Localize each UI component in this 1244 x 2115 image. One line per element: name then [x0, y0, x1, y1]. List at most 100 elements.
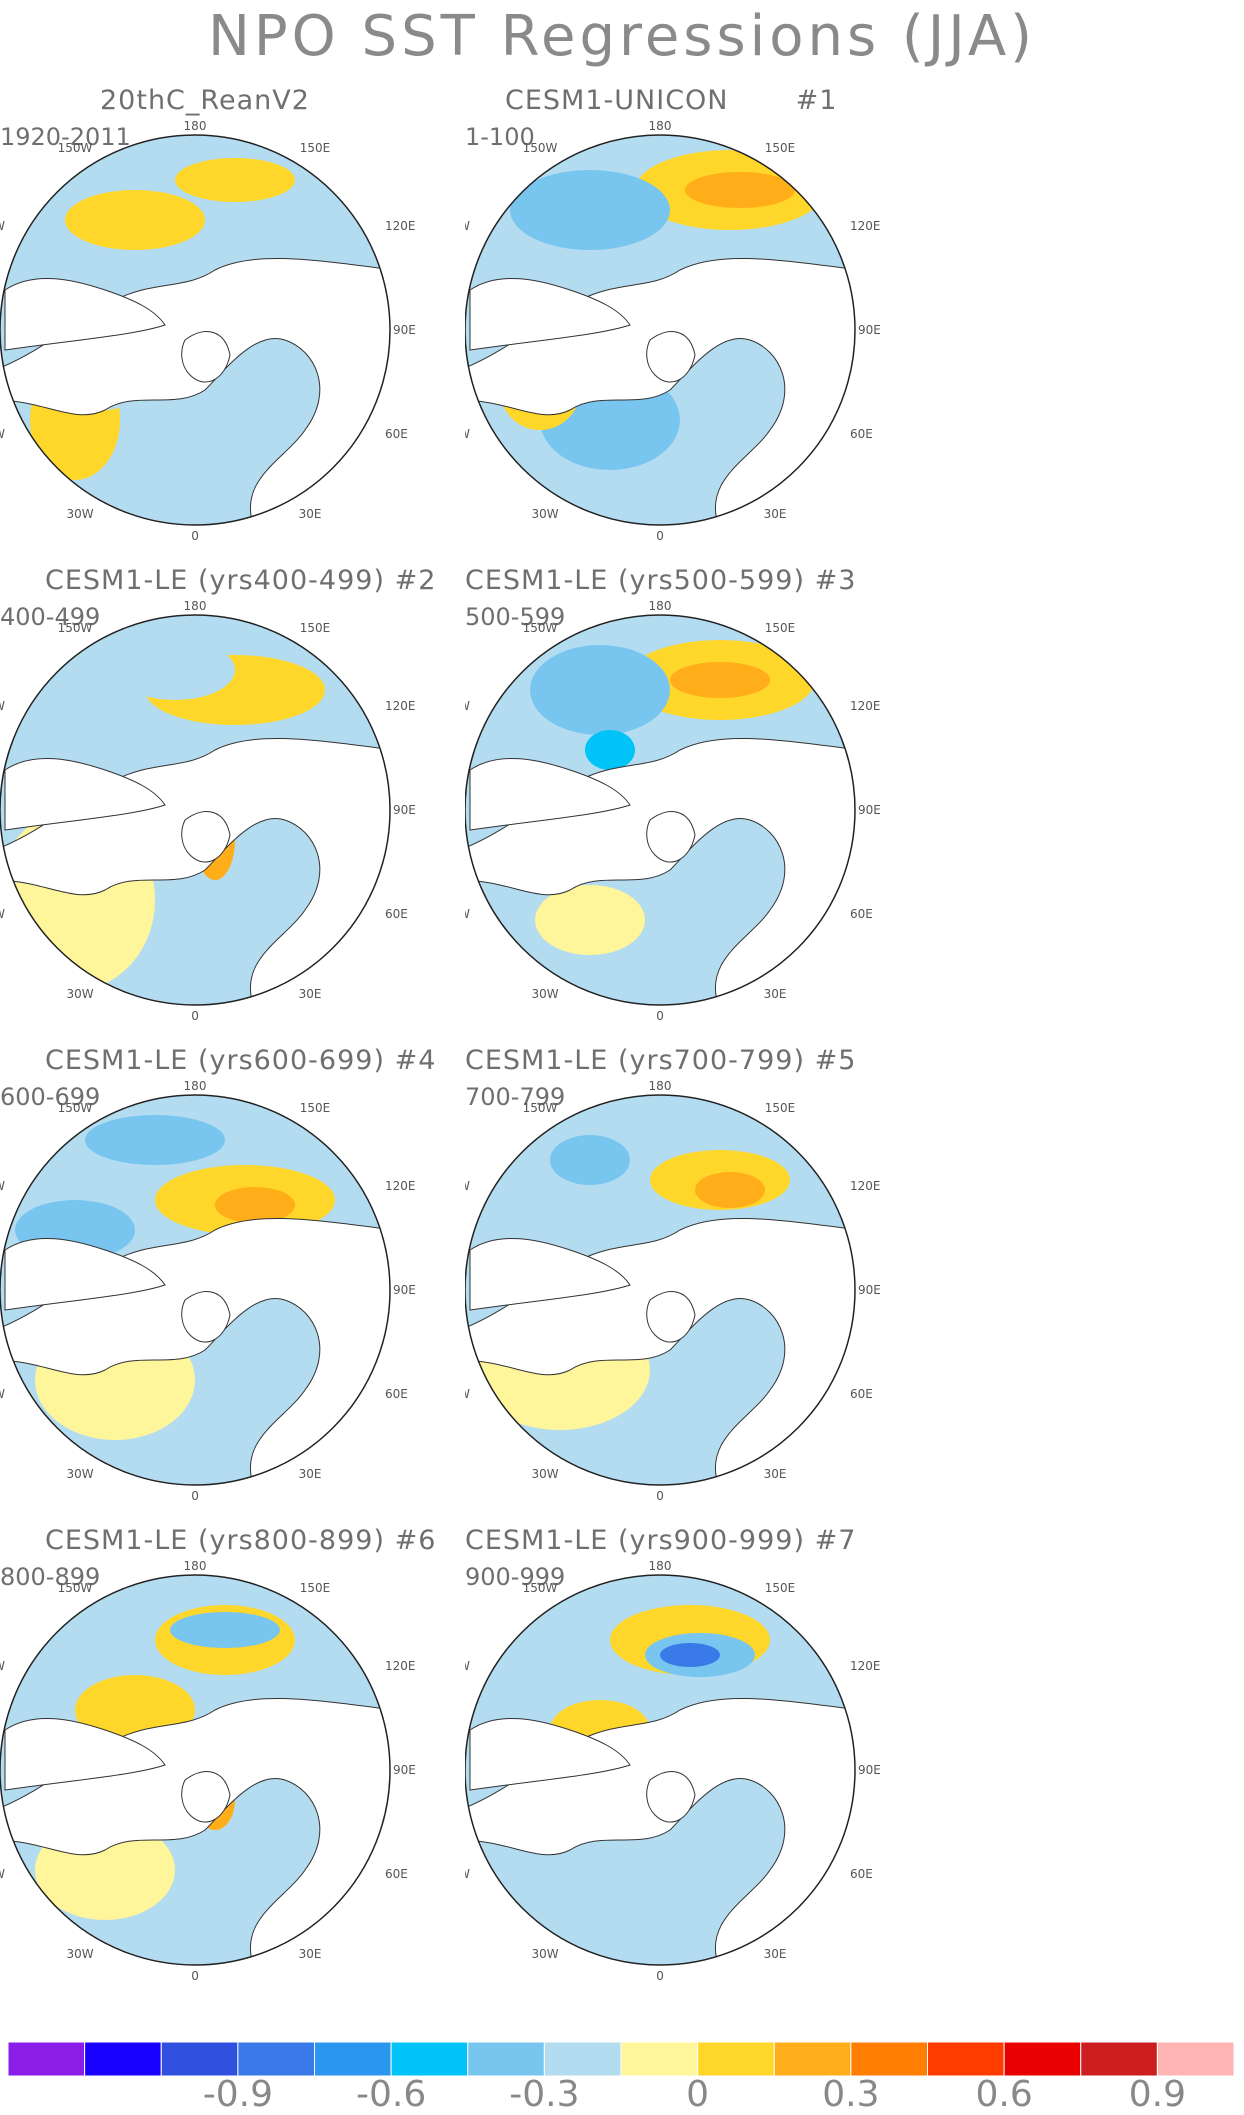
longitude-label: 30E: [764, 507, 787, 521]
polar-map: 180150W150E120W120E90W90E60W60E30W30E0: [465, 1559, 881, 1983]
map-panel: CESM1-LE (yrs500-599) #3 500-599 180 150W 15…: [465, 565, 925, 1023]
sst-anomaly-region: [550, 1135, 630, 1185]
longitude-label: 90E: [393, 1283, 416, 1297]
longitude-label: 60W: [0, 1867, 5, 1881]
panel-period: 500-599: [465, 603, 566, 631]
land-mass: [4, 758, 166, 831]
map-boundary: [465, 1574, 856, 1966]
land-mass: [469, 278, 631, 351]
colorbar-label: 0: [686, 2074, 710, 2115]
longitude-label: 30E: [299, 507, 322, 521]
longitude-label: 90E: [858, 1283, 881, 1297]
longitude-label: 150E: [765, 1581, 796, 1595]
longitude-label: 30E: [764, 1947, 787, 1961]
panel-number: #1: [728, 85, 838, 116]
longitude-label: 60E: [385, 907, 408, 921]
panel-title: CESM1-LE (yrs400-499) #2: [45, 565, 505, 596]
panel-title-text: CESM1-LE (yrs400-499): [45, 565, 385, 596]
land-mass: [646, 331, 696, 383]
colorbar-swatch: [1080, 2042, 1158, 2076]
longitude-label: 150W: [523, 1101, 558, 1115]
colorbar-label: -0.6: [356, 2074, 427, 2115]
longitude-label: 30W: [531, 1467, 558, 1481]
longitude-label: 0: [191, 1489, 199, 1503]
land-mass: [181, 811, 231, 863]
longitude-label: 120W: [0, 699, 5, 713]
longitude-label: 150W: [523, 1581, 558, 1595]
panel-title-text: CESM1-LE (yrs700-799): [465, 1045, 805, 1076]
sst-anomaly-region: [510, 170, 670, 250]
longitude-label: 150W: [58, 621, 93, 635]
longitude-label: 60W: [465, 907, 470, 921]
longitude-label: 60E: [850, 907, 873, 921]
longitude-label: 30W: [531, 1947, 558, 1961]
longitude-label: 90E: [393, 1763, 416, 1777]
panel-title: 20thC_ReanV2: [100, 85, 560, 116]
map-boundary: [465, 134, 856, 526]
longitude-label: 60W: [0, 1387, 5, 1401]
colorbar-swatch: [8, 2042, 86, 2076]
longitude-label: 0: [191, 529, 199, 543]
longitude-label: 60W: [465, 1387, 470, 1401]
longitude-label: 120W: [465, 219, 470, 233]
longitude-label: 60W: [465, 1867, 470, 1881]
panel-number: #7: [804, 1525, 857, 1556]
map-boundary: [0, 614, 391, 1006]
longitude-label: 30W: [531, 507, 558, 521]
longitude-label: 30E: [299, 1947, 322, 1961]
colorbar-swatch: [390, 2042, 469, 2076]
longitude-label: 0: [656, 529, 664, 543]
panel-title-text: CESM1-LE (yrs600-699): [45, 1045, 385, 1076]
polar-map: 180150W150E120W120E90W90E60W60E30W30E0: [0, 1079, 416, 1503]
panel-period: 700-799: [465, 1083, 566, 1111]
panel-title: CESM1-LE (yrs800-899) #6: [45, 1525, 505, 1556]
longitude-label: 120W: [0, 1659, 5, 1673]
panel-title-text: CESM1-LE (yrs900-999): [465, 1525, 805, 1556]
colorbar-swatch: [620, 2042, 699, 2076]
map-boundary: [465, 1094, 856, 1486]
panel-period: 400-499: [0, 603, 101, 631]
colorbar-label: -0.3: [509, 2074, 580, 2115]
panel-period: 800-899: [0, 1563, 101, 1591]
longitude-label: 180: [184, 1079, 207, 1093]
longitude-label: 120E: [850, 1659, 881, 1673]
longitude-label: 120E: [385, 699, 416, 713]
longitude-label: 0: [656, 1489, 664, 1503]
longitude-label: 30W: [531, 987, 558, 1001]
longitude-label: 150W: [523, 621, 558, 635]
panel-title-text: 20thC_ReanV2: [100, 85, 310, 116]
longitude-label: 30E: [299, 987, 322, 1001]
sst-anomaly-region: [585, 730, 635, 770]
longitude-label: 150E: [300, 621, 331, 635]
map-panel: 20thC_ReanV2 1920-2011 180 150W 150E 120W 120E…: [0, 85, 460, 543]
longitude-label: 150W: [58, 1101, 93, 1115]
sst-anomaly-region: [660, 1643, 720, 1667]
land-mass: [181, 1771, 231, 1823]
longitude-label: 150E: [765, 141, 796, 155]
map-boundary: [465, 614, 856, 1006]
panel-number: #2: [384, 565, 437, 596]
longitude-label: 120W: [0, 219, 5, 233]
longitude-label: 180: [649, 599, 672, 613]
land-mass: [181, 331, 231, 383]
longitude-label: 150W: [58, 1581, 93, 1595]
map-boundary: [0, 134, 391, 526]
panel-number: #6: [384, 1525, 437, 1556]
sst-anomaly-region: [670, 662, 770, 698]
longitude-label: 120E: [385, 1659, 416, 1673]
colorbar-swatch: [84, 2042, 162, 2076]
panel-title-text: CESM1-UNICON: [505, 85, 729, 116]
panel-title: CESM1-LE (yrs500-599) #3: [465, 565, 925, 596]
longitude-label: 180: [649, 1559, 672, 1573]
longitude-label: 180: [649, 1079, 672, 1093]
longitude-label: 120E: [385, 1179, 416, 1193]
longitude-label: 90E: [393, 803, 416, 817]
land-mass: [181, 1291, 231, 1343]
longitude-label: 120W: [0, 1179, 5, 1193]
panel-period: 600-699: [0, 1083, 101, 1111]
polar-map: 180150W150E120W120E90W90E60W60E30W30E0: [465, 599, 881, 1023]
longitude-label: 0: [656, 1969, 664, 1983]
longitude-label: 150E: [765, 1101, 796, 1115]
sst-anomaly-region: [65, 190, 205, 250]
longitude-label: 30W: [66, 1467, 93, 1481]
